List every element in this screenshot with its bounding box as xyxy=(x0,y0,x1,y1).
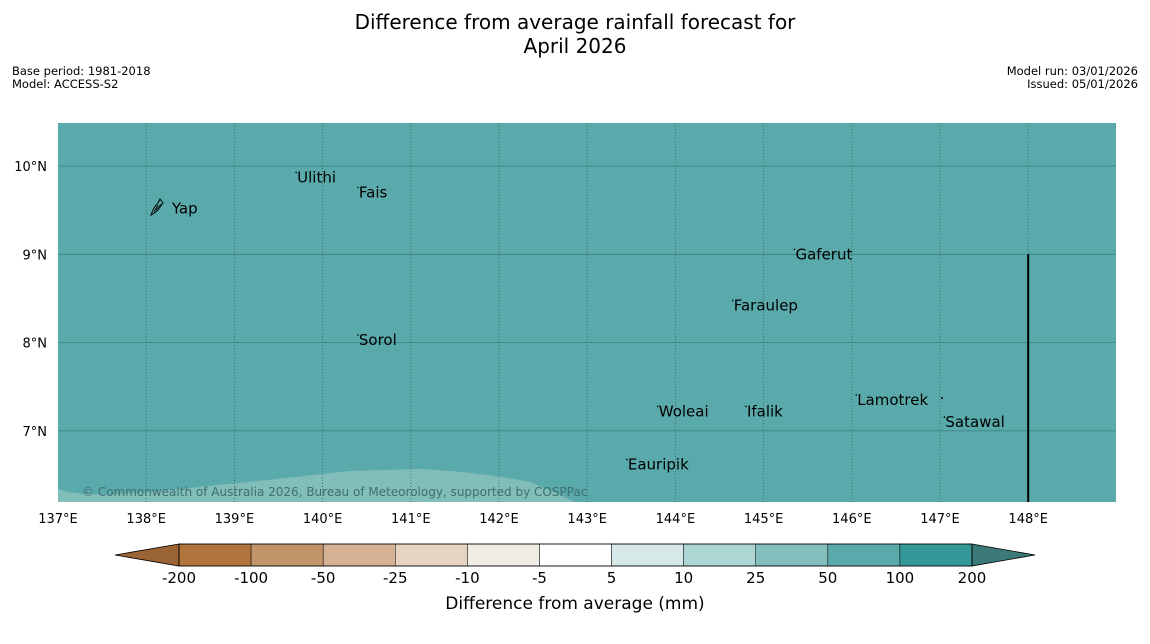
colorbar-tick-label: 50 xyxy=(818,569,837,587)
colorbar-tick-label: -25 xyxy=(383,569,408,587)
lat-tick-label: 8°N xyxy=(23,337,48,352)
colorbar-segment xyxy=(899,543,973,567)
colorbar-tick-label: 200 xyxy=(958,569,987,587)
lat-tick-label: 7°N xyxy=(23,425,48,440)
colorbar-low-extend xyxy=(114,543,180,567)
colorbar-segment xyxy=(250,543,324,567)
colorbar-segment xyxy=(683,543,756,567)
colorbar-frame xyxy=(178,543,973,567)
place-marker xyxy=(793,248,796,251)
place-labels: Yap Ulithi Fais Gaferut Faraulep Sorol Lamotre… xyxy=(171,168,1005,473)
model-name: Model: ACCESS-S2 xyxy=(12,77,119,91)
colorbar-tick-label: -10 xyxy=(455,569,480,587)
place-marker xyxy=(295,171,297,174)
lon-tick-label: 143°E xyxy=(567,512,607,527)
lon-tick-label: 140°E xyxy=(303,512,343,527)
place-marker xyxy=(626,458,628,461)
chart-title-line-1: Difference from average rainfall forecas… xyxy=(354,10,796,34)
place-label: Satawal xyxy=(945,413,1004,431)
copyright-text: © Commonwealth of Australia 2026, Bureau… xyxy=(82,485,587,499)
lat-tick-label: 9°N xyxy=(23,248,48,263)
place-label: Ifalik xyxy=(747,402,783,420)
colorbar-tick-label: 5 xyxy=(607,569,617,587)
latitude-tick-labels: 7°N 8°N 9°N 10°N xyxy=(14,160,47,440)
lon-tick-label: 138°E xyxy=(126,512,166,527)
lon-tick-label: 145°E xyxy=(744,512,784,527)
lon-tick-label: 146°E xyxy=(832,512,872,527)
issued-date: Issued: 05/01/2026 xyxy=(1027,77,1138,91)
colorbar-segment xyxy=(178,543,252,567)
colorbar-segment xyxy=(467,543,540,567)
colorbar: -200 -100 -50 -25 -10 -5 5 10 25 50 100 200 xyxy=(114,543,1036,587)
lon-tick-label: 139°E xyxy=(215,512,255,527)
colorbar-tick-label: -200 xyxy=(162,569,196,587)
colorbar-segment xyxy=(322,543,396,567)
place-label: Yap xyxy=(171,199,198,217)
place-label: Ulithi xyxy=(297,168,336,186)
colorbar-tick-label: 10 xyxy=(674,569,693,587)
yap-island-outline xyxy=(150,198,164,216)
graticule xyxy=(58,123,1116,502)
atoll-marker xyxy=(941,397,943,399)
colorbar-tick-label: 100 xyxy=(886,569,915,587)
place-marker xyxy=(731,299,734,302)
lon-tick-label: 144°E xyxy=(656,512,696,527)
colorbar-high-extend xyxy=(971,543,1036,567)
chart-title-line-2: April 2026 xyxy=(523,34,627,58)
model-run: Model run: 03/01/2026 xyxy=(1006,64,1138,78)
colorbar-segment xyxy=(755,543,829,567)
lon-tick-label: 137°E xyxy=(38,512,78,527)
colorbar-segment xyxy=(539,543,612,567)
lon-tick-label: 141°E xyxy=(391,512,431,527)
place-marker xyxy=(357,186,359,189)
colorbar-label: Difference from average (mm) xyxy=(445,594,705,614)
lon-tick-label: 148°E xyxy=(1008,512,1048,527)
place-marker xyxy=(855,394,858,396)
lon-tick-label: 147°E xyxy=(920,512,960,527)
place-marker xyxy=(943,416,946,418)
place-marker xyxy=(357,334,359,336)
place-marker xyxy=(745,405,747,408)
meta-right: Model run: 03/01/2026 Issued: 05/01/2026 xyxy=(1007,65,1138,91)
place-label: Fais xyxy=(359,183,388,201)
colorbar-segment xyxy=(395,543,468,567)
colorbar-segment xyxy=(827,543,901,567)
place-marker xyxy=(656,405,659,408)
colorbar-segment xyxy=(611,543,684,567)
meta-left: Base period: 1981-2018 Model: ACCESS-S2 xyxy=(12,65,151,91)
place-label: Woleai xyxy=(659,402,709,420)
place-label: Gaferut xyxy=(795,245,852,263)
place-label: Faraulep xyxy=(734,297,798,315)
place-label: Lamotrek xyxy=(857,391,928,409)
place-label: Eauripik xyxy=(628,455,689,473)
lat-tick-label: 10°N xyxy=(14,160,47,175)
colorbar-tick-label: -100 xyxy=(234,569,268,587)
colorbar-tick-label: 25 xyxy=(746,569,765,587)
base-period: Base period: 1981-2018 xyxy=(12,64,151,78)
colorbar-tick-label: -5 xyxy=(532,569,547,587)
longitude-tick-labels: 137°E 138°E 139°E 140°E 141°E 142°E 143°E 144°E… xyxy=(38,512,1048,527)
colorbar-tick-label: -50 xyxy=(311,569,336,587)
lon-tick-label: 142°E xyxy=(479,512,519,527)
lower-anomaly-region xyxy=(58,469,575,502)
place-label: Sorol xyxy=(359,331,397,349)
